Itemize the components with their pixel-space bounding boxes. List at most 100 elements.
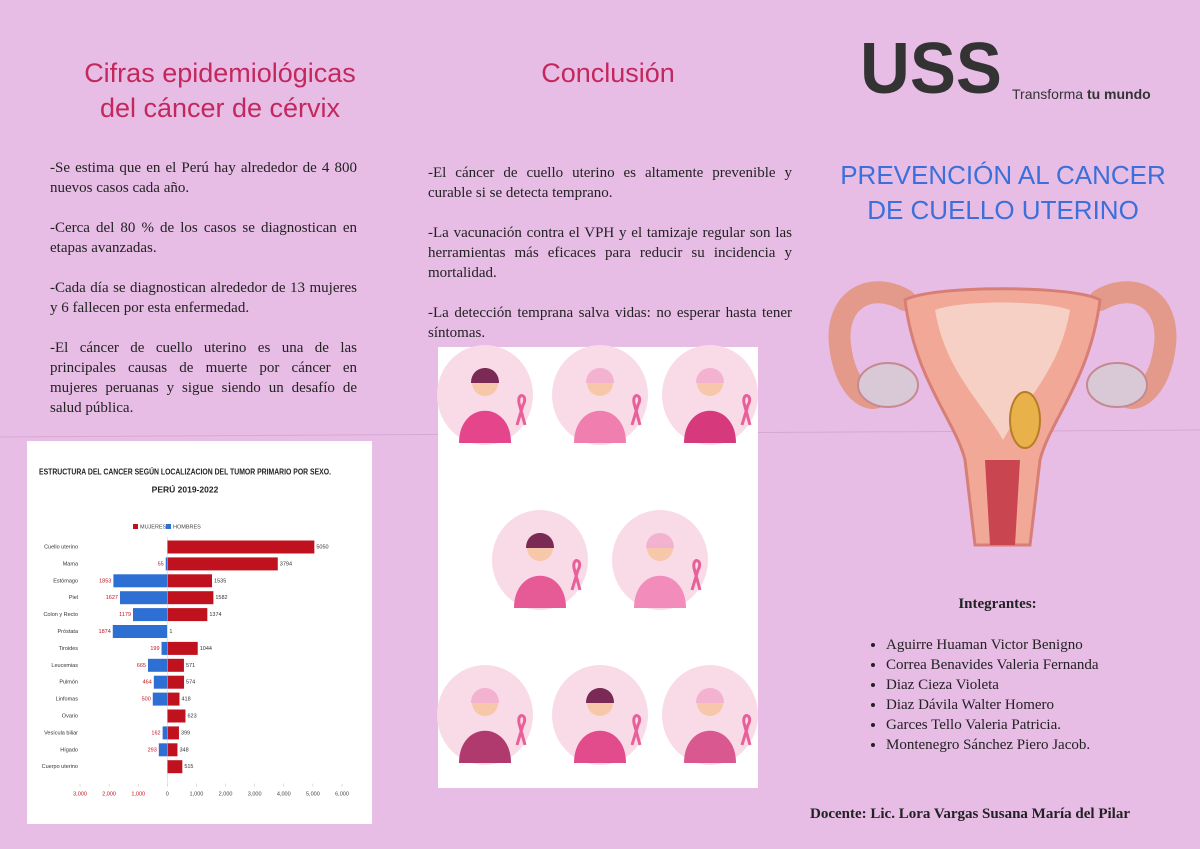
- member: Diaz Dávila Walter Homero: [886, 695, 1099, 715]
- chart-title: ESTRUCTURA DEL CANCER SEGÚN LOCALIZACION…: [39, 465, 331, 476]
- bar: [167, 692, 180, 706]
- x-tick-label: 0: [166, 791, 169, 797]
- value-label: 1874: [99, 629, 111, 635]
- ribbon: [630, 394, 642, 426]
- x-tick-label: 3,000: [248, 791, 262, 797]
- figure-hair: [526, 533, 554, 548]
- chart-subtitle: PERÚ 2019-2022: [152, 483, 219, 494]
- bar: [133, 608, 168, 622]
- category-label: Pulmón: [59, 680, 78, 686]
- teacher: Docente: Lic. Lora Vargas Susana María d…: [810, 806, 1130, 822]
- value-label: 1535: [214, 578, 226, 584]
- figure-hair: [586, 368, 614, 383]
- figure-body: [684, 410, 736, 443]
- legend-label: MUJERES: [140, 524, 167, 530]
- x-tick-label: 2,000: [219, 791, 233, 797]
- x-tick-label: 1,000: [131, 791, 145, 797]
- ribbon: [515, 714, 527, 746]
- member: Montenegro Sánchez Piero Jacob.: [886, 735, 1099, 755]
- x-tick-label: 3,000: [73, 791, 87, 797]
- uterus-illustration: [828, 281, 1177, 547]
- ribbon: [515, 394, 527, 426]
- legend-swatch: [166, 524, 171, 529]
- left-text: -Se estima que en el Perú hay alrededor …: [50, 158, 357, 438]
- bar: [162, 726, 168, 740]
- tumor: [1009, 391, 1041, 449]
- conclusion-title: Conclusión: [541, 58, 675, 88]
- value-label: 1627: [106, 595, 118, 601]
- bar: [167, 709, 186, 723]
- value-label: 1044: [200, 646, 212, 652]
- category-label: Cuello uterino: [44, 544, 78, 550]
- title-line: del cáncer de cérvix: [99, 93, 341, 123]
- value-label: 3794: [280, 561, 292, 567]
- category-label: Linfomas: [56, 697, 79, 703]
- bar: [167, 608, 208, 622]
- paragraph: -El cáncer de cuello uterino es una de l…: [50, 340, 357, 416]
- member: Diaz Cieza Violeta: [886, 675, 1099, 695]
- bar: [165, 557, 168, 571]
- chart-frame: [27, 441, 372, 824]
- figure-hair: [696, 688, 724, 703]
- category-label: Próstata: [58, 629, 79, 635]
- bar: [167, 540, 315, 554]
- ribbon: [630, 714, 642, 746]
- value-label: 399: [181, 730, 190, 736]
- figure-body: [574, 410, 626, 443]
- value-label: 1853: [99, 578, 111, 584]
- x-tick-label: 5,000: [306, 791, 320, 797]
- cervix: [985, 460, 1020, 545]
- uterus-cavity: [935, 302, 1070, 440]
- value-label: 500: [142, 697, 151, 703]
- bar: [112, 625, 168, 638]
- tagline: Transforma: [1012, 86, 1083, 102]
- figure-body: [459, 730, 511, 763]
- legend-swatch: [133, 524, 138, 529]
- value-label: 5050: [316, 544, 328, 550]
- category-label: Colon y Recto: [43, 612, 78, 618]
- category-label: Leucemias: [51, 663, 78, 669]
- paragraph: -Se estima que en el Perú hay alrededor …: [50, 160, 357, 196]
- chart: ESTRUCTURA DEL CANCER SEGÚN LOCALIZACION…: [39, 465, 349, 797]
- bar: [152, 692, 168, 706]
- title-line: PREVENCIÓN AL CANCER: [840, 160, 1166, 190]
- bar: [167, 726, 179, 740]
- bar: [153, 675, 168, 689]
- figure-hair: [471, 688, 499, 703]
- ribbon: [570, 559, 582, 591]
- category-label: Mama: [63, 561, 79, 567]
- conclusion-text: -El cáncer de cuello uterino es altament…: [428, 163, 792, 363]
- bar: [119, 591, 168, 605]
- figure-body: [459, 410, 511, 443]
- category-label: Vesícula biliar: [44, 730, 78, 736]
- logo-tagline: Transforma tu mundo: [1012, 86, 1151, 102]
- x-tick-label: 1,000: [190, 791, 204, 797]
- category-label: Piel: [69, 595, 78, 601]
- figure-body: [634, 575, 686, 608]
- figure-body: [684, 730, 736, 763]
- value-label: 623: [187, 713, 196, 719]
- value-label: 1582: [215, 595, 227, 601]
- logo-mark: USS: [860, 29, 1002, 109]
- value-label: 665: [137, 663, 146, 669]
- category-label: Estómago: [53, 578, 78, 584]
- ribbon: [690, 559, 702, 591]
- category-label: Cuerpo uterino: [42, 764, 78, 770]
- ovary-right: [1086, 362, 1148, 408]
- value-label: 293: [148, 747, 157, 753]
- paragraph: -La vacunación contra el VPH y el tamiza…: [428, 225, 792, 281]
- paragraph: -La detección temprana salva vidas: no e…: [428, 305, 792, 341]
- bar: [167, 743, 178, 757]
- value-label: 199: [150, 646, 159, 652]
- team-heading: Integrantes:: [958, 596, 1037, 612]
- bar: [167, 591, 214, 605]
- ovary-left: [857, 362, 919, 408]
- left-title: Cifras epidemiológicas del cáncer de cér…: [40, 56, 400, 126]
- main-title: PREVENCIÓN AL CANCER DE CUELLO UTERINO: [813, 158, 1193, 228]
- title-line: Cifras epidemiológicas: [84, 58, 356, 88]
- legend-label: HOMBRES: [173, 524, 201, 530]
- bar: [167, 557, 278, 571]
- figure-hair: [471, 368, 499, 383]
